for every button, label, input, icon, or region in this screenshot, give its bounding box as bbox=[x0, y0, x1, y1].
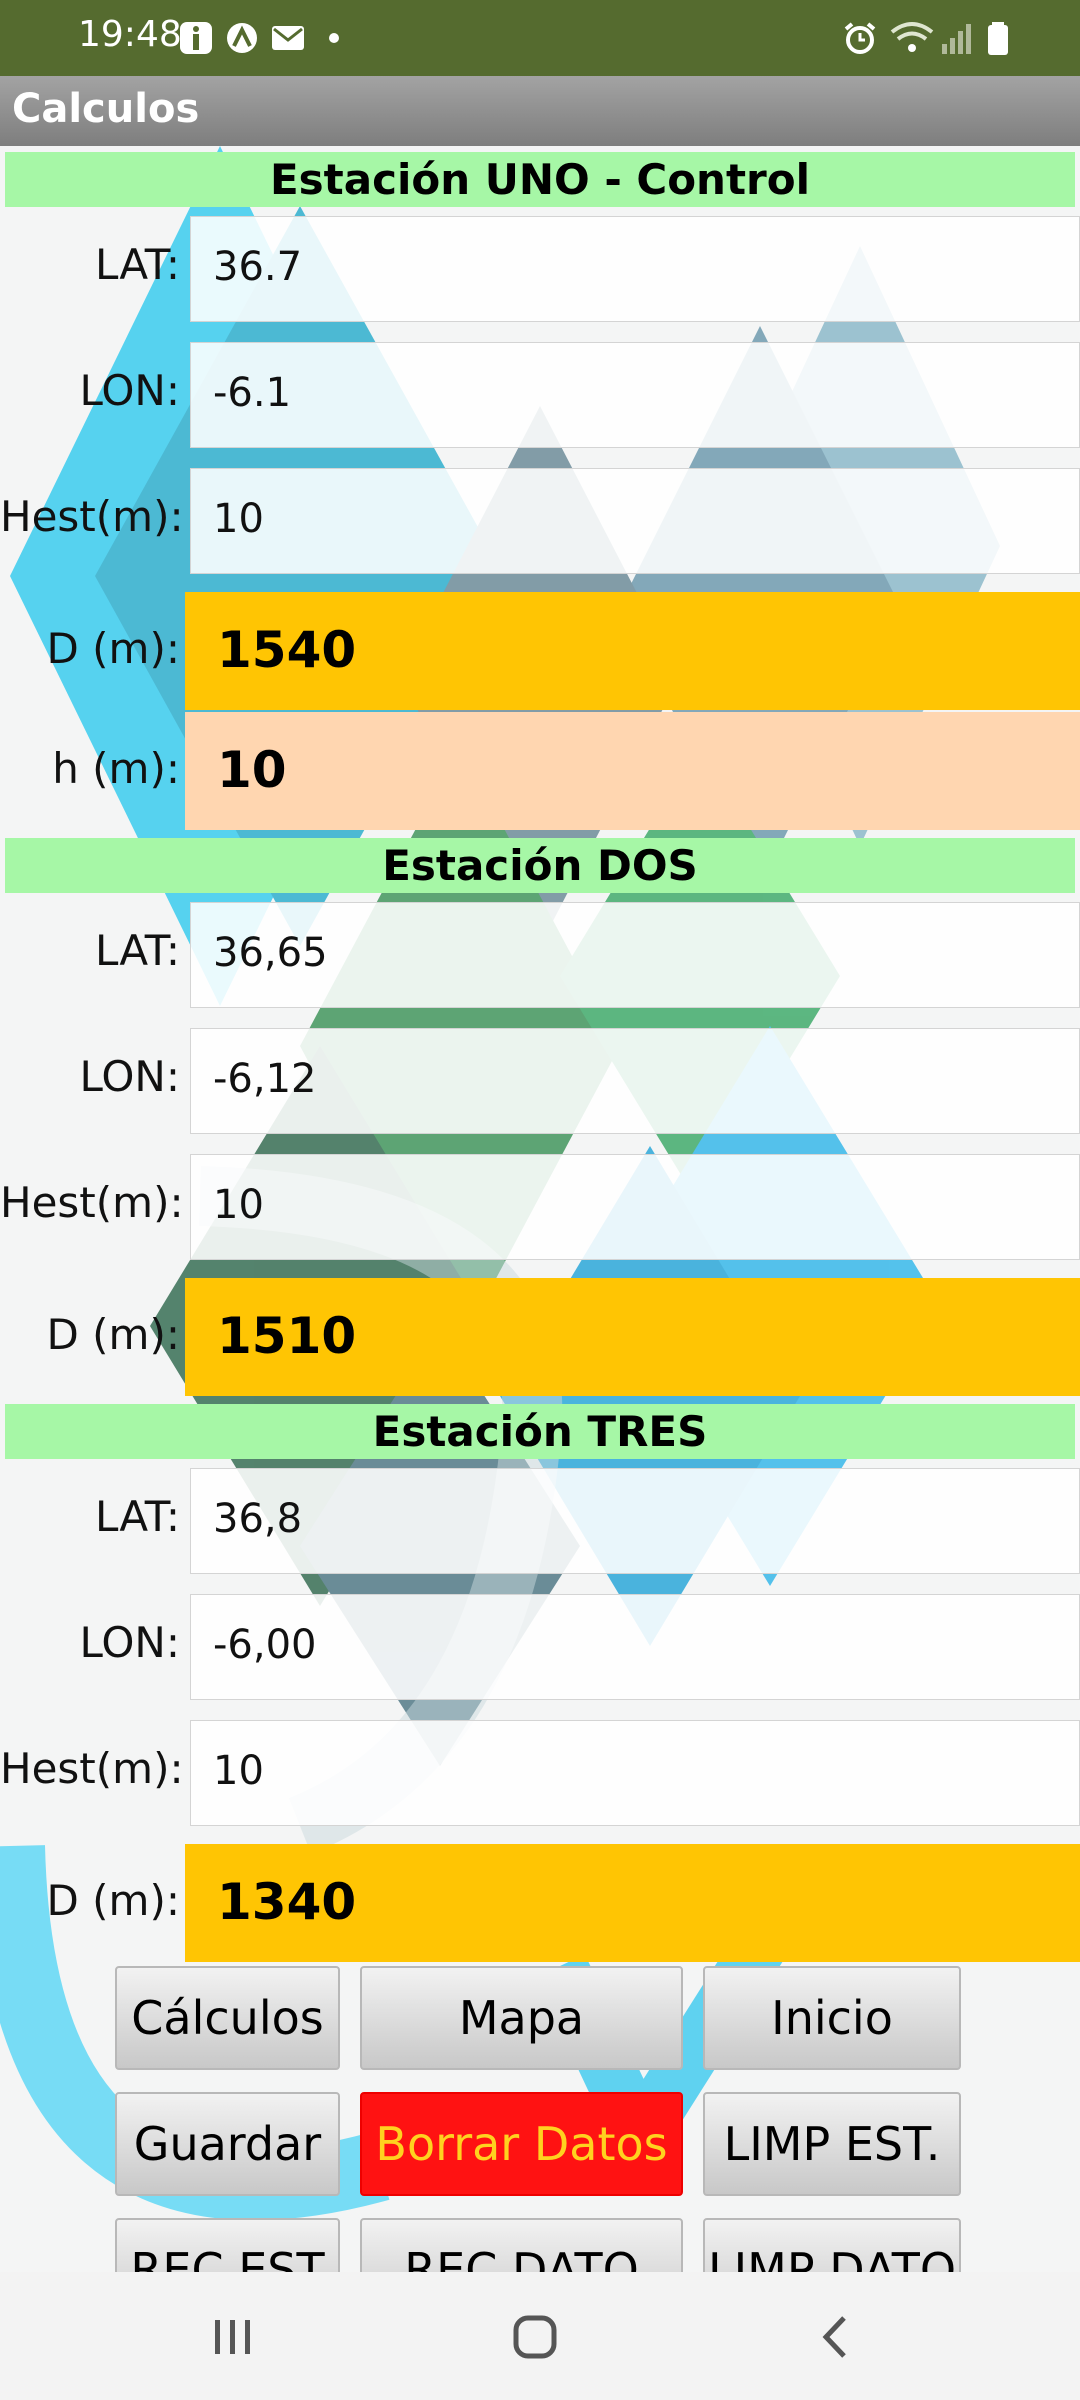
lat-label: LAT: bbox=[94, 926, 180, 975]
info-icon bbox=[180, 22, 212, 54]
hest-label: Hest(m): bbox=[0, 492, 184, 541]
section-header-tres: Estación TRES bbox=[5, 1404, 1075, 1459]
status-bar: 19:48 bbox=[0, 0, 1080, 76]
lat-label: LAT: bbox=[94, 240, 180, 289]
hest-input-uno[interactable]: 10 bbox=[190, 468, 1080, 574]
status-time: 19:48 bbox=[78, 14, 182, 55]
lat-label: LAT: bbox=[94, 1492, 180, 1541]
distance-label: D (m): bbox=[46, 1876, 180, 1925]
section-header-uno: Estación UNO - Control bbox=[5, 152, 1075, 207]
alarm-icon bbox=[844, 22, 876, 54]
lat-input-tres[interactable]: 36,8 bbox=[190, 1468, 1080, 1574]
lat-input-dos[interactable]: 36,65 bbox=[190, 902, 1080, 1008]
calculos-button[interactable]: Cálculos bbox=[115, 1966, 340, 2070]
lon-label: LON: bbox=[79, 1052, 180, 1101]
inicio-button[interactable]: Inicio bbox=[703, 1966, 961, 2070]
hest-label: Hest(m): bbox=[0, 1178, 184, 1227]
wifi-icon bbox=[890, 22, 934, 52]
email-icon bbox=[272, 26, 304, 50]
app-bar: Calculos bbox=[0, 76, 1080, 146]
distance-label: D (m): bbox=[46, 1310, 180, 1359]
height-label: h (m): bbox=[52, 744, 180, 793]
section-header-dos: Estación DOS bbox=[5, 838, 1075, 893]
navigation-bar bbox=[0, 2272, 1080, 2400]
distance-result-dos: 1510 bbox=[185, 1278, 1080, 1396]
lon-input-uno[interactable]: -6.1 bbox=[190, 342, 1080, 448]
distance-label: D (m): bbox=[46, 624, 180, 673]
signal-icon bbox=[942, 24, 971, 54]
distance-result-uno: 1540 bbox=[185, 592, 1080, 710]
mapa-button[interactable]: Mapa bbox=[360, 1966, 683, 2070]
height-result-uno: 10 bbox=[185, 712, 1080, 830]
hest-label: Hest(m): bbox=[0, 1744, 184, 1793]
recent-apps-icon[interactable] bbox=[198, 2302, 268, 2372]
battery-icon bbox=[988, 22, 1008, 55]
limp-est-button[interactable]: LIMP EST. bbox=[703, 2092, 961, 2196]
dot-icon bbox=[329, 33, 339, 43]
app-title: Calculos bbox=[12, 86, 200, 132]
hest-input-dos[interactable]: 10 bbox=[190, 1154, 1080, 1260]
home-icon[interactable] bbox=[500, 2302, 570, 2372]
lon-input-tres[interactable]: -6,00 bbox=[190, 1594, 1080, 1700]
lon-input-dos[interactable]: -6,12 bbox=[190, 1028, 1080, 1134]
settings-app-icon bbox=[227, 23, 257, 53]
distance-result-tres: 1340 bbox=[185, 1844, 1080, 1962]
lon-label: LON: bbox=[79, 366, 180, 415]
guardar-button[interactable]: Guardar bbox=[115, 2092, 340, 2196]
hest-input-tres[interactable]: 10 bbox=[190, 1720, 1080, 1826]
back-icon[interactable] bbox=[802, 2302, 872, 2372]
lon-label: LON: bbox=[79, 1618, 180, 1667]
lat-input-uno[interactable]: 36.7 bbox=[190, 216, 1080, 322]
borrar-datos-button[interactable]: Borrar Datos bbox=[360, 2092, 683, 2196]
